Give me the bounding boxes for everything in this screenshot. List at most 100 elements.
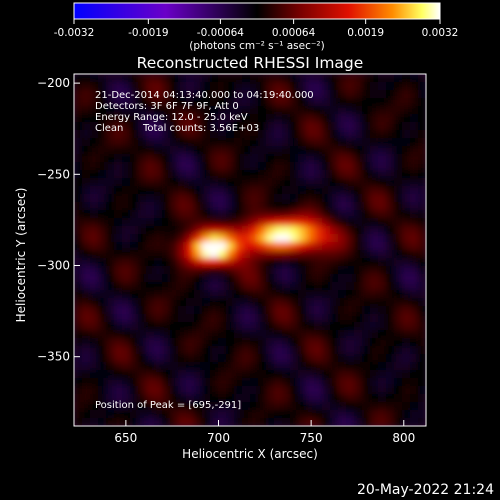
heatmap-cell xyxy=(378,346,387,355)
heatmap-cell xyxy=(410,314,419,323)
heatmap-cell xyxy=(226,218,235,227)
heatmap-cell xyxy=(90,138,99,147)
heatmap-cell xyxy=(74,250,83,259)
heatmap-cell xyxy=(82,162,91,171)
heatmap-cell xyxy=(170,98,179,107)
heatmap-cell xyxy=(210,138,219,147)
heatmap-cell xyxy=(258,106,267,115)
heatmap-cell xyxy=(322,306,331,315)
heatmap-cell xyxy=(290,306,299,315)
heatmap-cell xyxy=(194,346,203,355)
heatmap-cell xyxy=(418,242,426,251)
heatmap-cell xyxy=(386,378,395,387)
heatmap-cell xyxy=(186,242,195,251)
heatmap-cell xyxy=(314,386,323,395)
heatmap-cell xyxy=(378,170,387,179)
heatmap-cell xyxy=(402,298,411,307)
heatmap-cell xyxy=(202,210,211,219)
heatmap-cell xyxy=(322,274,331,283)
heatmap-cell xyxy=(210,338,219,347)
heatmap-cell xyxy=(306,234,315,243)
heatmap-cell xyxy=(170,170,179,179)
heatmap-cell xyxy=(282,154,291,163)
heatmap-cell xyxy=(370,410,379,419)
heatmap-cell xyxy=(202,274,211,283)
heatmap-cell xyxy=(298,138,307,147)
heatmap-cell xyxy=(146,194,155,203)
heatmap-cell xyxy=(82,322,91,331)
heatmap-cell xyxy=(122,306,131,315)
heatmap-cell xyxy=(418,394,426,403)
heatmap-cell xyxy=(362,306,371,315)
heatmap-cell xyxy=(282,378,291,387)
heatmap-cell xyxy=(290,170,299,179)
heatmap-cell xyxy=(362,322,371,331)
heatmap-cell xyxy=(106,306,115,315)
heatmap-cell xyxy=(130,258,139,267)
heatmap-cell xyxy=(146,290,155,299)
heatmap-cell xyxy=(122,114,131,123)
heatmap-cell xyxy=(122,410,131,419)
heatmap-cell xyxy=(154,82,163,91)
heatmap-cell xyxy=(418,202,426,211)
heatmap-cell xyxy=(210,362,219,371)
heatmap-cell xyxy=(130,98,139,107)
heatmap-cell xyxy=(186,186,195,195)
heatmap-cell xyxy=(234,362,243,371)
heatmap-cell xyxy=(266,202,275,211)
heatmap-cell xyxy=(194,170,203,179)
heatmap-cell xyxy=(194,186,203,195)
heatmap-cell xyxy=(82,170,91,179)
heatmap-cell xyxy=(354,298,363,307)
heatmap-cell xyxy=(242,370,251,379)
heatmap-cell xyxy=(418,146,426,155)
heatmap-cell xyxy=(290,266,299,275)
heatmap-cell xyxy=(210,346,219,355)
heatmap-cell xyxy=(194,410,203,419)
heatmap-cell xyxy=(122,234,131,243)
heatmap-cell xyxy=(202,138,211,147)
heatmap-cell xyxy=(266,226,275,235)
heatmap-cell xyxy=(154,98,163,107)
heatmap-cell xyxy=(114,418,123,426)
heatmap-cell xyxy=(98,162,107,171)
heatmap-cell xyxy=(186,322,195,331)
heatmap-cell xyxy=(386,114,395,123)
heatmap-cell xyxy=(386,90,395,99)
heatmap-cell xyxy=(298,210,307,219)
heatmap-cell xyxy=(98,130,107,139)
heatmap-cell xyxy=(338,138,347,147)
heatmap-cell xyxy=(370,314,379,323)
heatmap-cell xyxy=(210,274,219,283)
heatmap-cell xyxy=(186,410,195,419)
heatmap-cell xyxy=(242,322,251,331)
heatmap-cell xyxy=(410,194,419,203)
heatmap-cell xyxy=(178,290,187,299)
heatmap-cell xyxy=(90,210,99,219)
heatmap-cell xyxy=(218,402,227,411)
heatmap-cell xyxy=(402,130,411,139)
heatmap-cell xyxy=(370,298,379,307)
heatmap-cell xyxy=(162,202,171,211)
heatmap-cell xyxy=(138,90,147,99)
heatmap-cell xyxy=(346,378,355,387)
heatmap-cell xyxy=(274,210,283,219)
heatmap-cell xyxy=(370,202,379,211)
heatmap-cell xyxy=(90,114,99,123)
heatmap-cell xyxy=(162,290,171,299)
heatmap-cell xyxy=(394,178,403,187)
heatmap-cell xyxy=(210,322,219,331)
heatmap-cell xyxy=(418,74,426,83)
heatmap-cell xyxy=(290,410,299,419)
heatmap-cell xyxy=(138,266,147,275)
heatmap-cell xyxy=(266,138,275,147)
heatmap-cell xyxy=(130,418,139,426)
heatmap-cell xyxy=(154,106,163,115)
heatmap-cell xyxy=(210,146,219,155)
heatmap-cell xyxy=(378,394,387,403)
heatmap-cell xyxy=(354,346,363,355)
heatmap-cell xyxy=(290,338,299,347)
heatmap-cell xyxy=(250,298,259,307)
heatmap-cell xyxy=(250,386,259,395)
heatmap-cell xyxy=(170,162,179,171)
